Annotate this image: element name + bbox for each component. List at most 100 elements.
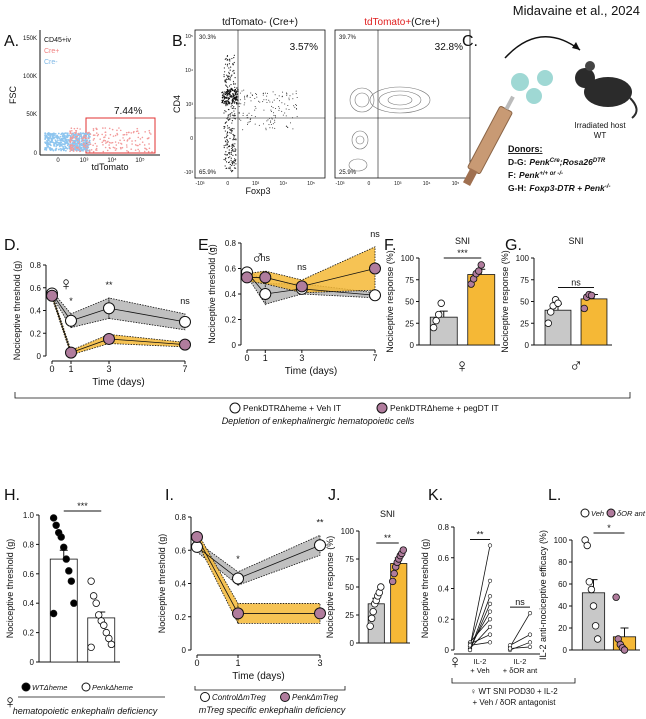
quadrant-percent: 30.3% xyxy=(199,35,217,41)
caption: hematopoietic enkephalin deficiency xyxy=(13,706,158,716)
event-dot xyxy=(75,135,77,138)
event-dot xyxy=(72,134,75,137)
event-dot xyxy=(86,146,89,148)
event-cloud xyxy=(221,54,298,173)
event-dot xyxy=(110,142,112,144)
gate xyxy=(85,117,156,154)
event-dot xyxy=(60,144,63,147)
event-dot xyxy=(232,98,234,100)
event-dot xyxy=(104,146,107,149)
event-dot xyxy=(233,115,235,117)
event-dot xyxy=(117,142,120,144)
event-dot xyxy=(272,123,274,125)
y-tick-label: 40 xyxy=(558,602,567,611)
y-tick-label: 100 xyxy=(401,254,415,263)
event-dot xyxy=(229,91,231,93)
event-dot xyxy=(232,148,234,151)
event-dot xyxy=(60,132,63,135)
event-dot xyxy=(242,112,244,114)
event-dot xyxy=(231,102,233,104)
event-dot xyxy=(224,137,226,139)
event-dot xyxy=(47,133,50,136)
event-dot xyxy=(284,103,286,105)
y-tick-label: 0.2 xyxy=(30,329,42,338)
event-dot xyxy=(224,71,226,73)
data-point xyxy=(487,594,493,599)
event-dot xyxy=(233,128,235,130)
significance: * xyxy=(69,296,73,306)
event-dot xyxy=(231,146,234,148)
event-dot xyxy=(122,134,125,136)
data-point xyxy=(89,592,98,600)
event-dot xyxy=(55,136,57,139)
event-dot xyxy=(134,149,137,151)
data-point xyxy=(587,585,596,594)
event-dot xyxy=(141,136,144,139)
event-dot xyxy=(293,105,295,107)
series-line xyxy=(247,268,376,287)
bar xyxy=(49,558,78,663)
data-point xyxy=(390,569,398,578)
contour xyxy=(387,94,413,106)
event-dot xyxy=(243,104,245,106)
event-dot xyxy=(106,149,109,152)
event-dot xyxy=(51,141,53,143)
significance: ns xyxy=(297,262,307,272)
data-point xyxy=(65,346,77,359)
event-dot xyxy=(147,150,150,153)
data-point xyxy=(467,647,473,653)
event-dot xyxy=(108,144,110,146)
y-tick-label: 25 xyxy=(520,319,529,328)
event-dot xyxy=(286,126,288,128)
event-dot xyxy=(54,149,57,152)
event-dot xyxy=(237,99,239,102)
event-dot xyxy=(111,141,114,144)
event-dot xyxy=(221,91,223,94)
panel-label: J. xyxy=(328,487,340,504)
event-dot xyxy=(44,132,47,135)
event-dot xyxy=(114,141,117,143)
event-dot xyxy=(251,94,253,96)
event-dot xyxy=(108,127,111,130)
event-dot xyxy=(234,167,237,169)
legend-swatch xyxy=(200,692,210,702)
data-point xyxy=(527,610,533,616)
paired-line xyxy=(469,596,491,651)
event-dot xyxy=(73,141,76,144)
event-dot xyxy=(230,83,232,86)
event-dot xyxy=(227,78,229,81)
event-dot xyxy=(104,134,107,136)
significance: * xyxy=(236,554,240,564)
event-dot xyxy=(228,152,230,154)
mouse-body xyxy=(584,77,632,107)
data-point xyxy=(100,621,108,629)
event-dot xyxy=(228,92,231,94)
y-tick-label: 0 xyxy=(563,646,568,655)
event-dot xyxy=(223,74,225,76)
event-dot xyxy=(84,146,87,149)
y-tick-label: 0 xyxy=(232,341,237,350)
data-point xyxy=(487,617,493,622)
panel-label: B. xyxy=(172,33,187,50)
event-dot xyxy=(235,99,237,101)
legend-label: Veh xyxy=(591,509,604,518)
event-dot xyxy=(230,95,232,97)
event-dot xyxy=(271,118,273,120)
event-dot xyxy=(233,150,235,152)
event-dot xyxy=(101,133,103,136)
cell xyxy=(526,88,542,104)
data-point xyxy=(103,332,115,345)
event-dot xyxy=(226,142,228,144)
event-dot xyxy=(228,118,231,120)
event-dot xyxy=(295,90,297,92)
event-dot xyxy=(232,80,235,83)
event-dot xyxy=(225,102,227,104)
event-dot xyxy=(69,139,72,141)
event-dot xyxy=(223,93,225,95)
event-dot xyxy=(90,149,93,151)
event-dot xyxy=(52,137,55,139)
tick-label: 0 xyxy=(367,181,370,187)
event-dot xyxy=(127,131,130,134)
event-dot xyxy=(272,101,274,103)
